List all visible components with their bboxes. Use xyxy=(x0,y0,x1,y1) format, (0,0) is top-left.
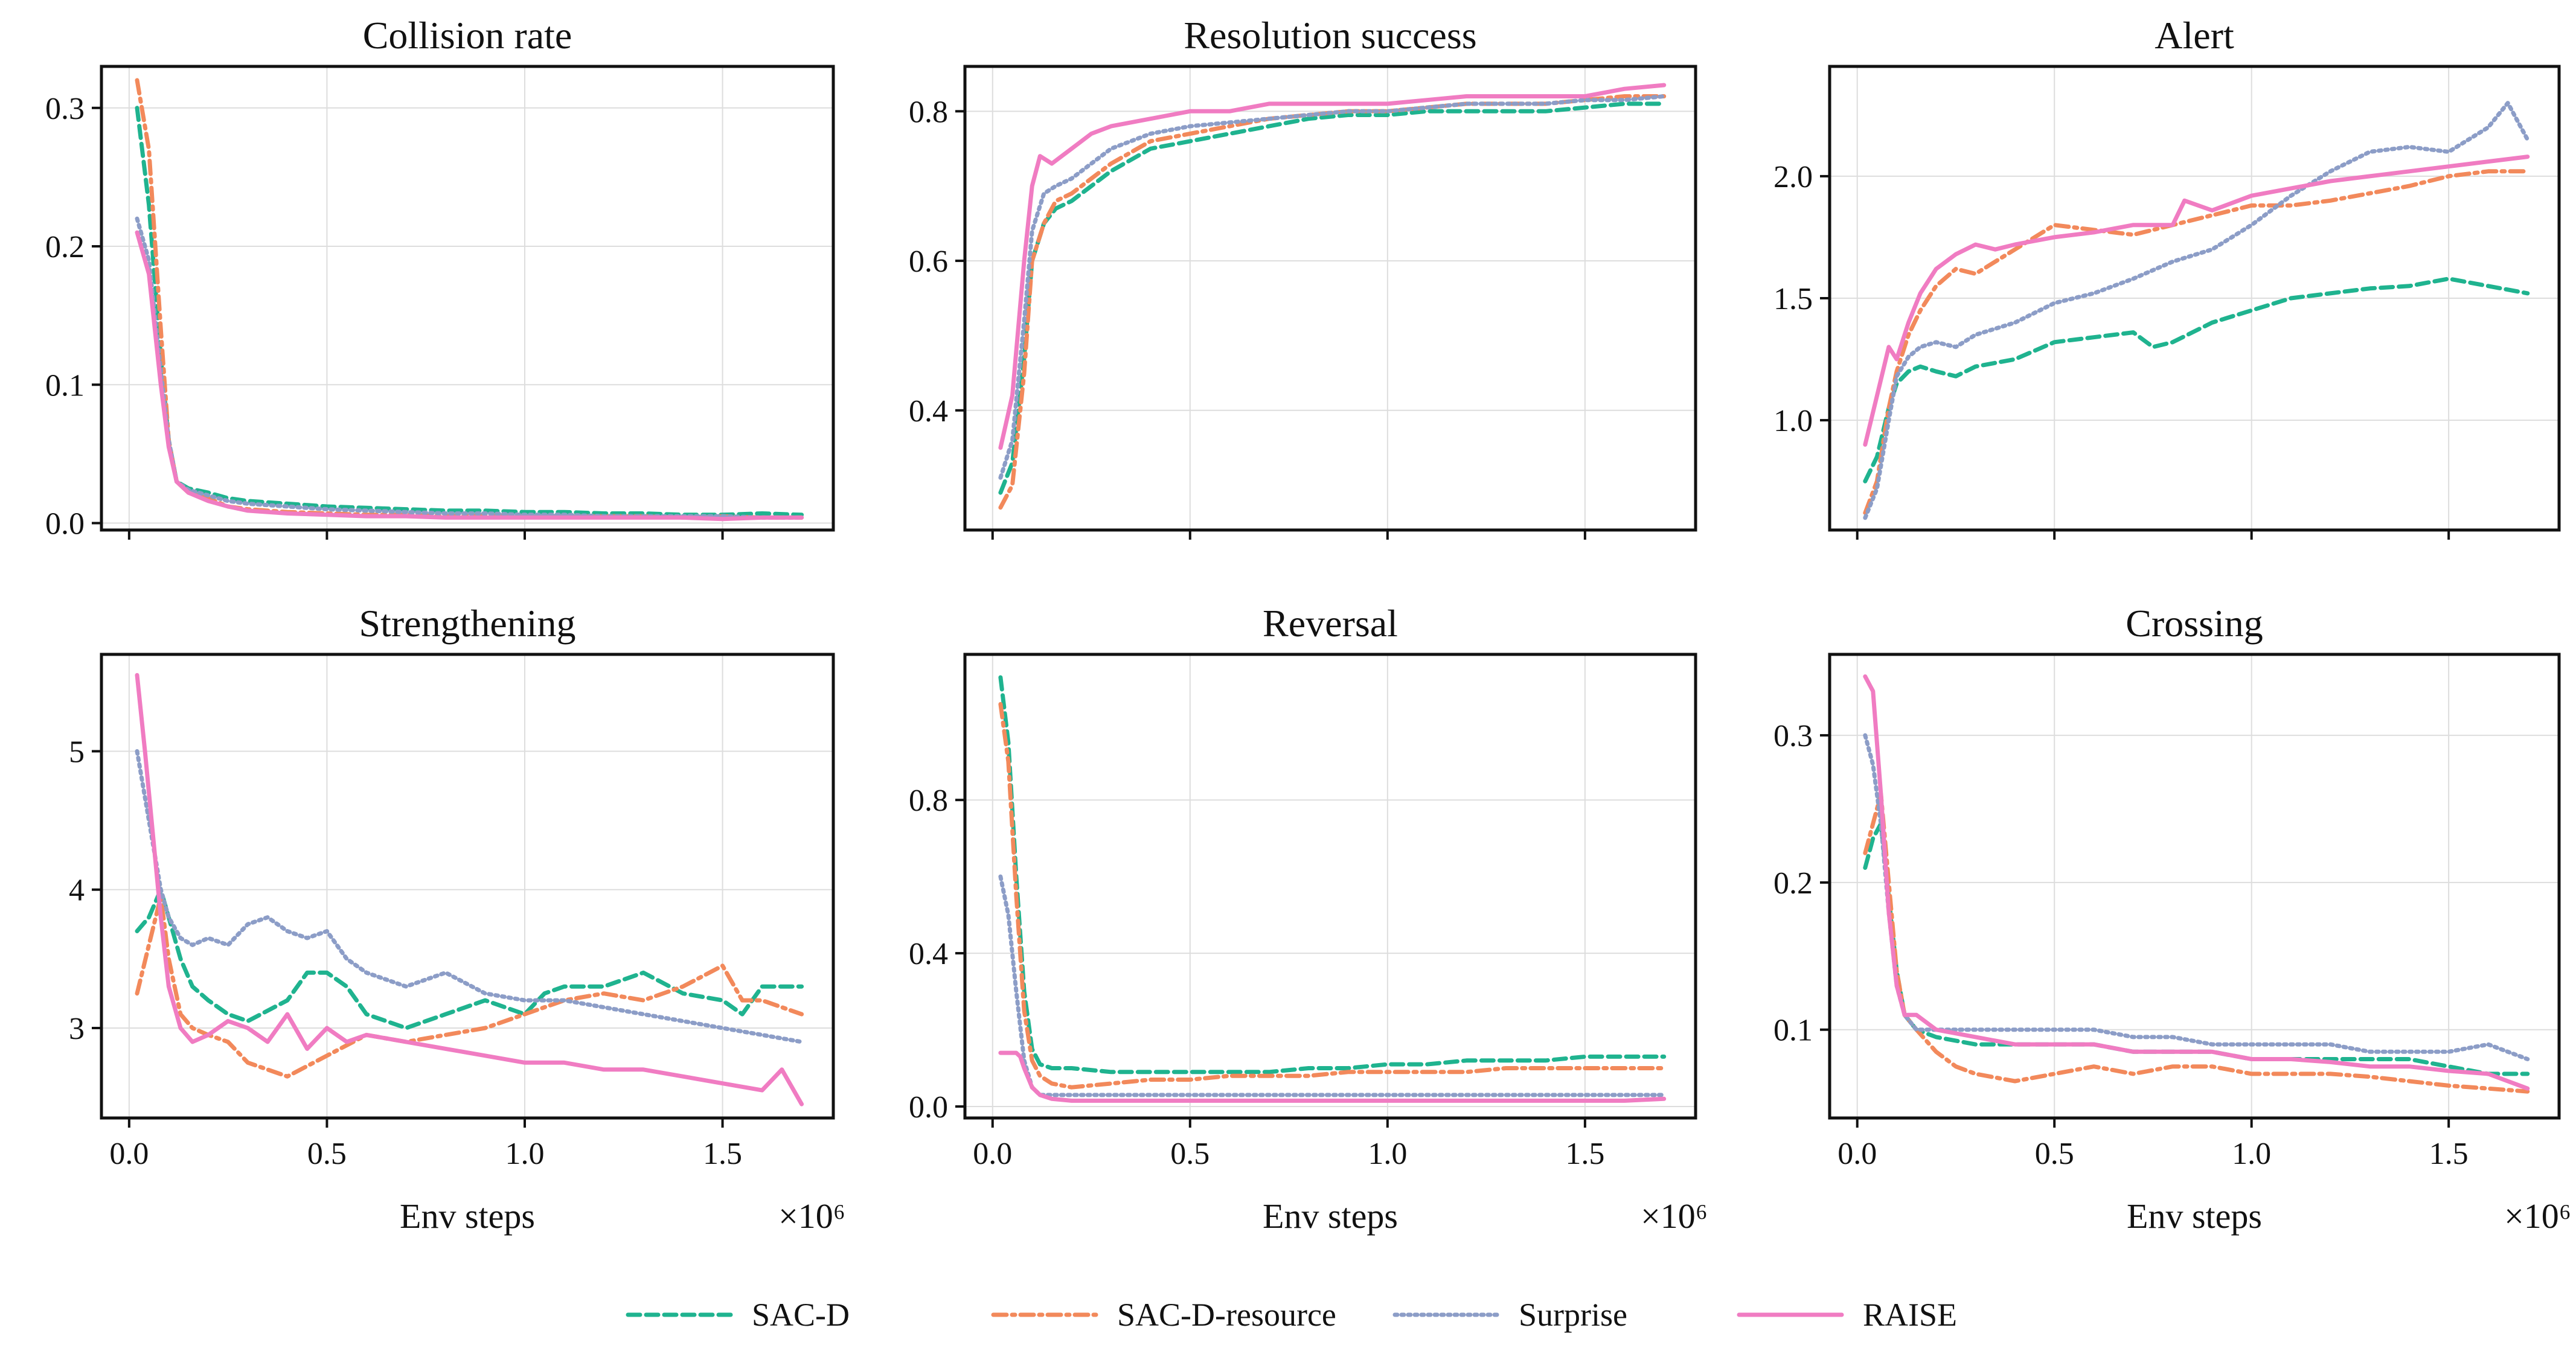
x-axis-label: Env steps xyxy=(2127,1196,2262,1236)
series-line-raise xyxy=(998,83,1667,450)
y-tick-label: 0.4 xyxy=(909,394,948,429)
y-tick-label: 0.8 xyxy=(909,784,948,818)
series-line-sac-d xyxy=(1863,276,2530,484)
x-tick-label: 0.0 xyxy=(109,1137,149,1171)
panel-title: Strengthening xyxy=(359,602,575,645)
series-line-surprise xyxy=(1863,101,2530,520)
y-tick-label: 4 xyxy=(69,874,85,908)
y-tick-label: 1.5 xyxy=(1773,282,1813,316)
series-line-sac-d-resource xyxy=(1863,792,2530,1094)
axes-frame xyxy=(963,653,1697,1120)
y-tick-label: 0.3 xyxy=(45,92,85,126)
x-axis-label: Env steps xyxy=(400,1196,535,1236)
y-tick-label: 0.0 xyxy=(909,1090,948,1125)
x-axis-label: Env steps xyxy=(1263,1196,1398,1236)
legend: SAC-D SAC-D-resource Surprise RAISE xyxy=(626,1297,1957,1333)
x-tick-label: 1.5 xyxy=(1565,1137,1604,1171)
y-tick-label: 0.1 xyxy=(45,368,85,403)
legend-item-sac-d: SAC-D xyxy=(626,1297,850,1333)
x-tick-label: 0.0 xyxy=(1837,1137,1877,1171)
x-tick-label: 1.5 xyxy=(703,1137,742,1171)
x-axis-multiplier: ×10⁶ xyxy=(1641,1196,1708,1236)
panel-alert: 1.0 1.5 2.0 Alert xyxy=(1773,14,2561,540)
series-line-surprise xyxy=(998,874,1667,1097)
axes-frame xyxy=(1828,653,2561,1120)
panel-title: Resolution success xyxy=(1184,14,1476,57)
y-tick-label: 0.6 xyxy=(909,244,948,279)
series-line-surprise xyxy=(1863,733,2530,1061)
x-axis-multiplier: ×10⁶ xyxy=(2504,1196,2571,1236)
panel-title: Reversal xyxy=(1263,602,1398,645)
legend-label: RAISE xyxy=(1863,1297,1957,1333)
series-line-sac-d-resource xyxy=(998,702,1667,1090)
axes-frame xyxy=(100,653,835,1120)
x-tick-label: 1.0 xyxy=(505,1137,544,1171)
axes-frame xyxy=(963,65,1697,532)
y-tick-label: 0.3 xyxy=(1773,719,1813,753)
x-tick-label: 0.0 xyxy=(973,1137,1012,1171)
series-line-raise xyxy=(1863,155,2530,447)
x-tick-label: 1.0 xyxy=(2232,1137,2271,1171)
x-axis-multiplier: ×10⁶ xyxy=(778,1196,845,1236)
panel-resolution-success: 0.4 0.6 0.8 Resolution success xyxy=(909,14,1697,540)
legend-item-sac-d-resource: SAC-D-resource xyxy=(991,1297,1336,1333)
series-line-raise xyxy=(135,672,804,1107)
series-line-surprise xyxy=(998,94,1667,480)
panel-title: Crossing xyxy=(2126,602,2263,645)
series-line-raise xyxy=(998,1050,1667,1103)
y-tick-label: 5 xyxy=(69,735,85,769)
y-tick-label: 0.4 xyxy=(909,937,948,971)
series-line-surprise xyxy=(135,749,804,1044)
panel-title: Alert xyxy=(2155,14,2234,57)
y-tick-label: 1.0 xyxy=(1773,404,1813,438)
panel-crossing: 0.1 0.2 0.3 0.0 0.5 1.0 1.5 Crossing Env steps ×1… xyxy=(1773,602,2571,1236)
series-line-surprise xyxy=(135,216,804,520)
series-line-sac-d xyxy=(998,101,1667,495)
y-tick-label: 0.2 xyxy=(45,230,85,264)
x-tick-label: 0.5 xyxy=(307,1137,347,1171)
y-tick-label: 0.0 xyxy=(45,507,85,541)
legend-label: SAC-D xyxy=(752,1297,850,1333)
x-tick-label: 0.5 xyxy=(1170,1137,1210,1171)
y-tick-label: 0.8 xyxy=(909,95,948,129)
x-tick-label: 0.5 xyxy=(2035,1137,2074,1171)
legend-item-surprise: Surprise xyxy=(1392,1297,1627,1333)
axes-frame xyxy=(100,65,835,532)
y-tick-label: 3 xyxy=(69,1012,85,1046)
series-line-raise xyxy=(1863,674,2530,1091)
series-line-sac-d xyxy=(135,887,804,1030)
y-tick-label: 0.1 xyxy=(1773,1014,1813,1048)
series-line-sac-d xyxy=(998,675,1667,1075)
legend-label: Surprise xyxy=(1519,1297,1627,1333)
x-tick-label: 1.5 xyxy=(2429,1137,2469,1171)
x-tick-label: 1.0 xyxy=(1368,1137,1407,1171)
panel-reversal: 0.0 0.4 0.8 0.0 0.5 1.0 1.5 Reversal Env steps ×1… xyxy=(909,602,1708,1236)
panel-collision-rate: 0.0 0.1 0.2 0.3 Collision rate xyxy=(45,14,835,541)
legend-item-raise: RAISE xyxy=(1737,1297,1957,1333)
legend-label: SAC-D-resource xyxy=(1117,1297,1336,1333)
series-line-sac-d xyxy=(135,106,804,517)
y-tick-label: 2.0 xyxy=(1773,160,1813,194)
series-line-raise xyxy=(135,230,804,522)
series-line-sac-d-resource xyxy=(1863,169,2530,516)
panel-title: Collision rate xyxy=(363,14,572,57)
y-tick-label: 0.2 xyxy=(1773,866,1813,901)
panel-strengthening: 3 4 5 0.0 0.5 1.0 1.5 Strengthening Env steps ×10… xyxy=(69,602,845,1236)
series-line-sac-d-resource xyxy=(135,78,804,520)
